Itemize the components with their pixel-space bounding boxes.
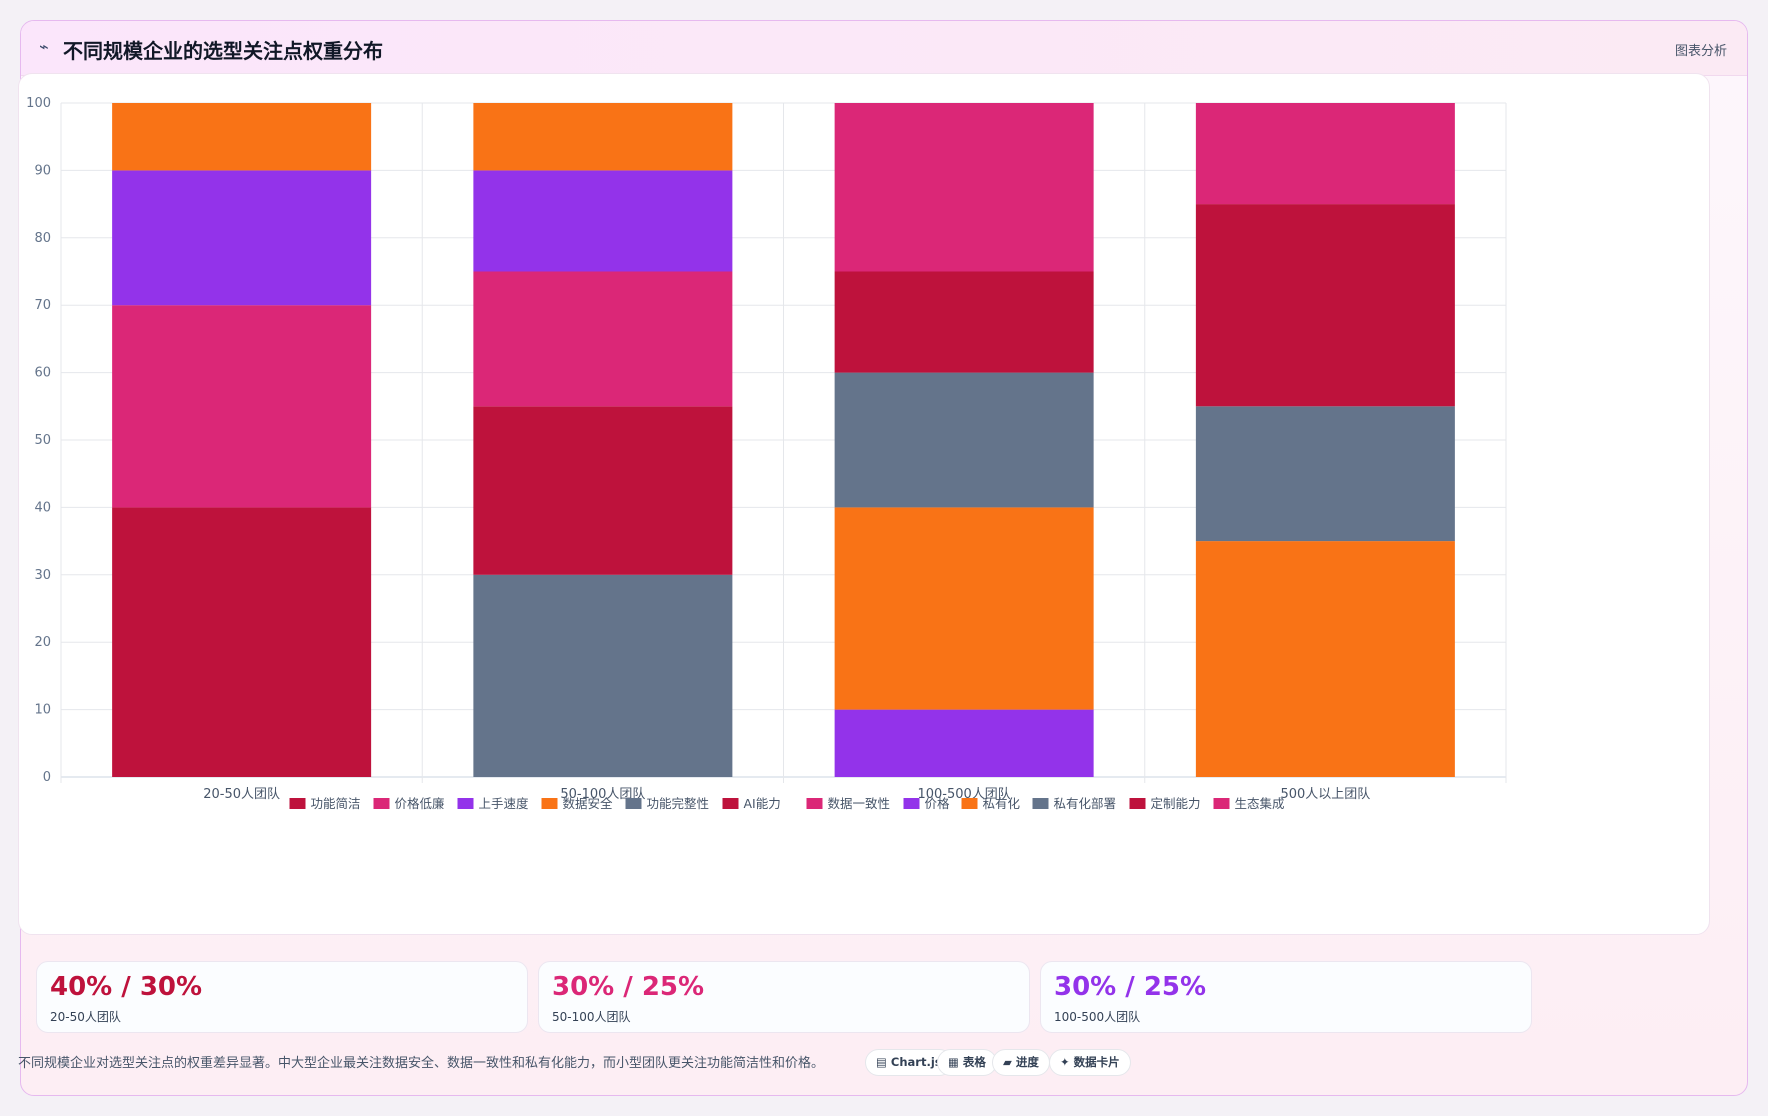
kpi-card-1: 40% / 30% 20-50人团队 [36,961,528,1033]
bar-segment [473,574,733,777]
progress-icon: ▰ [1003,1055,1012,1069]
x-category-label: 20-50人团队 [203,787,280,802]
stacked-bar-chart: 0 10 20 30 40 50 60 70 80 90 100 20-50人团队 50-100人团队 1… [26,96,1507,811]
legend-swatch [961,798,978,809]
bar-segment [473,103,733,171]
kpi-label: 50-100人团队 [552,1010,631,1024]
bar-segment [1195,103,1455,205]
y-tick-label: 100 [26,96,51,111]
legend-swatch [722,798,739,809]
kpi-value: 30% / 25% [1054,972,1207,1002]
chart-analysis-tag: 图表分析 [1674,44,1727,59]
legend-item-label: AI能力 [744,796,781,811]
bar-segment [112,305,372,508]
legend-item-label: 私有化部署 [1054,796,1117,811]
kpi-card-2: 30% / 25% 50-100人团队 [538,961,1030,1033]
y-tick-label: 40 [34,500,51,515]
bar-segment [1195,406,1455,542]
legend-swatch [541,798,558,809]
x-category-label: 100-500人团队 [917,787,1010,802]
bar-segment [834,271,1094,373]
x-category-label: 500人以上团队 [1280,787,1370,802]
chip-progress[interactable]: ▰ 进度 [992,1049,1050,1076]
kpi-value: 40% / 30% [50,972,203,1002]
legend-item-label: 生态集成 [1235,796,1285,811]
bar-segment [473,406,733,575]
chip-label: 表格 [962,1055,986,1069]
y-tick-label: 30 [34,568,51,583]
y-tick-label: 80 [34,231,51,246]
legend-item-label: 价格 [925,796,951,811]
chip-chartjs[interactable]: ▤ Chart.js [865,1049,953,1076]
chip-table[interactable]: ▦ 表格 [937,1049,997,1076]
chart-container: 0 10 20 30 40 50 60 70 80 90 100 20-50人团队 50-100人团队 1… [18,73,1710,935]
y-tick-label: 10 [34,703,51,718]
bar-segment [1195,541,1455,777]
table-icon: ▦ [948,1055,959,1069]
legend-item-label: 私有化 [983,796,1021,811]
legend-item-label: 上手速度 [479,796,530,811]
y-tick-label: 60 [34,366,51,381]
y-tick-label: 70 [34,298,51,313]
legend-swatch [1213,798,1230,809]
legend-swatch [457,798,474,809]
legend-swatch [806,798,823,809]
kpi-value: 30% / 25% [552,972,705,1002]
bar-segment [112,170,372,306]
bar-segment [473,271,733,407]
legend-item-label: 数据一致性 [828,796,891,811]
legend-swatch [903,798,920,809]
legend-item-label: 功能完整性 [647,796,710,811]
y-tick-label: 90 [34,163,51,178]
legend-item-label: 数据安全 [563,796,614,811]
kpi-label: 20-50人团队 [50,1010,121,1024]
pulse-icon: ⌁ [39,37,49,56]
chip-label: Chart.js [890,1055,942,1069]
y-tick-label: 0 [43,770,51,785]
kpi-card-3: 30% / 25% 100-500人团队 [1040,961,1532,1033]
legend-item-label: 定制能力 [1151,796,1201,811]
bar-segment [834,709,1094,777]
chip-label: 进度 [1015,1055,1039,1069]
kpi-label: 100-500人团队 [1054,1010,1141,1024]
summary-text: 不同规模企业对选型关注点的权重差异显著。中大型企业最关注数据安全、数据一致性和私… [18,1056,825,1071]
card-header: ⌁ 不同规模企业的选型关注点权重分布 图表分析 [21,21,1747,76]
chip-label: 数据卡片 [1073,1055,1120,1069]
legend-swatch [625,798,642,809]
legend-swatch [1032,798,1049,809]
chip-data-card[interactable]: ✦ 数据卡片 [1049,1049,1131,1076]
legend-swatch [373,798,390,809]
x-category-label: 50-100人团队 [560,787,645,802]
bar-segment [834,103,1094,272]
chart-icon: ▤ [876,1055,887,1069]
bar-segment [1195,204,1455,407]
bar-segment [834,507,1094,710]
legend-swatch [289,798,306,809]
bar-segment [473,170,733,272]
y-tick-label: 20 [34,635,51,650]
sparkle-icon: ✦ [1060,1055,1070,1069]
legend-item-label: 功能简洁 [311,796,361,811]
bar-segment [112,103,372,171]
legend-item-label: 价格低廉 [395,796,445,811]
bar-segment [112,507,372,777]
y-tick-label: 50 [34,433,51,448]
bar-segment [834,372,1094,508]
chart-title: 不同规模企业的选型关注点权重分布 [63,39,383,63]
legend-swatch [1129,798,1146,809]
